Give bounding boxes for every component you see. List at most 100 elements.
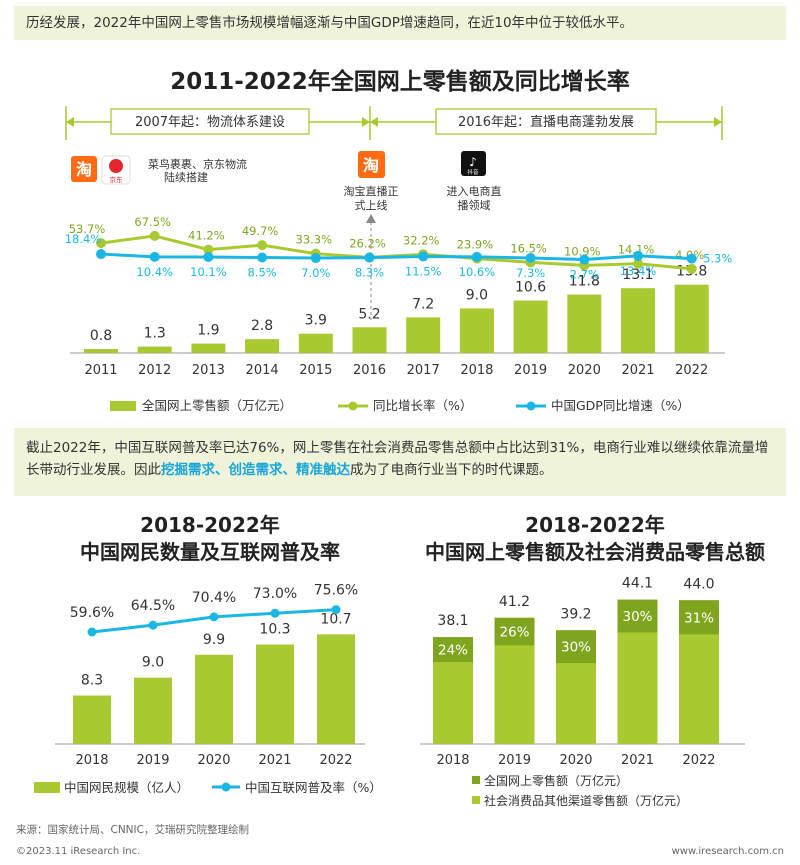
netizen-legend: 中国网民规模（亿人） 中国互联网普及率（%） <box>34 780 382 795</box>
bar-value-label: 1.9 <box>197 323 219 339</box>
highlight-sep-2: 、 <box>282 462 297 478</box>
annotation-3-line1: 进入电商直 <box>447 184 502 198</box>
x-tick-label: 2020 <box>559 753 592 768</box>
timeline-period-1: 2007年起：物流体系建设 <box>135 115 285 130</box>
legend-online-swatch <box>472 776 480 784</box>
gdp-line <box>100 252 692 262</box>
legend-growth-marker <box>348 401 358 411</box>
gdp-point <box>257 252 268 263</box>
growth-point <box>149 230 160 241</box>
gdp-label: 8.5% <box>247 266 276 280</box>
legend-bar-swatch <box>110 401 136 411</box>
annotation-2-line2: 式上线 <box>355 198 388 212</box>
bar-value-label: 3.9 <box>305 313 327 329</box>
taobao-logo-char: 淘 <box>76 160 92 179</box>
penetration-point <box>209 612 219 622</box>
jd-dog-icon <box>109 159 123 173</box>
jd-logo-text: 京东 <box>110 175 124 184</box>
share-label: 30% <box>622 609 652 625</box>
annotation-1-line1: 菜鸟裹裹、京东物流 <box>148 157 247 171</box>
douyin-logo-icon <box>461 151 486 176</box>
summary-banner-middle: 截止2022年，中国互联网普及率已达76%，网上零售在社会消费品零售总额中占比达… <box>14 428 786 496</box>
taobao-live-logo-char: 淘 <box>363 156 379 175</box>
penetration-label: 64.5% <box>131 598 175 614</box>
gdp-label: 10.1% <box>190 265 227 279</box>
copyright: ©2023.11 iResearch Inc. <box>16 846 141 857</box>
bar-value-label: 5.2 <box>358 306 380 322</box>
bar <box>191 343 226 353</box>
penetration-label: 59.6% <box>70 605 114 621</box>
legend-penetration-marker <box>221 782 231 792</box>
bar <box>137 346 172 353</box>
penetration-label: 73.0% <box>253 586 297 602</box>
x-tick-label: 2019 <box>136 753 169 768</box>
bar-online-retail <box>617 599 658 633</box>
highlight-sep-1: 、 <box>215 462 229 478</box>
taobao-live-logo-icon <box>358 151 385 178</box>
share-label: 30% <box>561 640 591 656</box>
x-tick-label: 2022 <box>675 363 708 378</box>
x-tick-label: 2011 <box>84 363 117 378</box>
bar <box>621 288 655 353</box>
x-tick-label: 2022 <box>682 753 715 768</box>
summary-text-top: 历经发展，2022年中国网上零售市场规模增幅逐渐与中国GDP增速趋同，在近10年… <box>26 15 634 31</box>
bar <box>317 634 355 744</box>
penetration-point <box>270 608 280 618</box>
x-tick-label: 2018 <box>75 753 108 768</box>
penetration-point <box>148 620 158 630</box>
x-tick-label: 2020 <box>197 753 230 768</box>
bar <box>245 339 280 353</box>
gdp-label: 10.4% <box>136 265 173 279</box>
growth-label: 32.2% <box>403 233 440 247</box>
bar <box>352 327 387 353</box>
gdp-point <box>471 251 482 262</box>
growth-label: 53.7% <box>69 222 106 236</box>
bar <box>134 677 172 744</box>
bar-value-label: 11.8 <box>569 274 600 290</box>
growth-point <box>686 263 697 274</box>
gdp-label: 18.4% <box>65 232 102 246</box>
bar-value-label: 9.9 <box>203 632 225 648</box>
x-tick-label: 2019 <box>514 363 547 378</box>
annotation-3-line2: 播领域 <box>458 198 491 212</box>
penetration-point <box>331 605 341 615</box>
retail-chart-title-line2: 中国网上零售额及社会消费品零售总额 <box>425 540 765 564</box>
annotation-taobao-live: 淘 淘宝直播正 式上线 <box>344 151 399 320</box>
bar-value-label: 8.3 <box>81 673 103 689</box>
highlight-1: 挖掘需求 <box>161 462 215 478</box>
retail-chart: 24% 38.1 2018 26% 41.2 2019 30% 39.2 2020 30% 44.1… <box>420 576 745 808</box>
growth-label: 14.1% <box>618 243 655 257</box>
x-tick-label: 2017 <box>407 363 440 378</box>
gdp-point <box>310 253 321 264</box>
bar-value-label: 10.7 <box>320 611 351 627</box>
total-value-label: 39.2 <box>560 606 591 622</box>
timeline-period-2: 2016年起：直播电商蓬勃发展 <box>458 114 634 130</box>
growth-label: 67.5% <box>134 215 171 229</box>
bar <box>73 695 111 744</box>
penetration-point <box>87 627 97 637</box>
site-url: www.iresearch.com.cn <box>671 846 784 857</box>
douyin-logo-text: 抖音 <box>467 168 479 176</box>
x-tick-label: 2016 <box>353 363 386 378</box>
taobao-logo-icon <box>71 156 97 182</box>
bar-value-label: 13.1 <box>622 267 653 283</box>
netizen-chart-title-line2: 中国网民数量及互联网普及率 <box>80 540 340 564</box>
total-value-label: 41.2 <box>499 594 530 610</box>
growth-point <box>257 240 268 251</box>
main-chart: 2007年起：物流体系建设 2016年起：直播电商蓬勃发展 淘 京东 菜鸟裹裹、… <box>65 106 732 413</box>
growth-label: 10.9% <box>564 244 601 258</box>
bar-value-label: 0.8 <box>90 328 112 344</box>
gdp-point <box>203 251 214 262</box>
netizen-chart: 8.3 2018 9.0 2019 9.9 2020 10.3 2021 10.7 2022 59.… <box>34 583 382 795</box>
share-label: 24% <box>438 643 468 659</box>
annotation-2-line1: 淘宝直播正 <box>344 184 399 198</box>
summary-text-part1: 截止2022年，中国互联网普及率已达76%，网上零售在社会消费品零售总额中占比达… <box>26 440 769 478</box>
share-label: 26% <box>499 625 529 641</box>
gdp-label: 5.3% <box>703 252 732 266</box>
legend-growth-label: 同比增长率（%） <box>373 398 472 413</box>
netizen-chart-title-line1: 2018-2022年 <box>140 513 280 537</box>
main-chart-title: 2011-2022年全国网上零售额及同比增长率 <box>170 69 630 95</box>
bar-online-retail <box>556 630 596 664</box>
legend-netizen-swatch <box>34 782 60 793</box>
gdp-point <box>525 252 536 263</box>
